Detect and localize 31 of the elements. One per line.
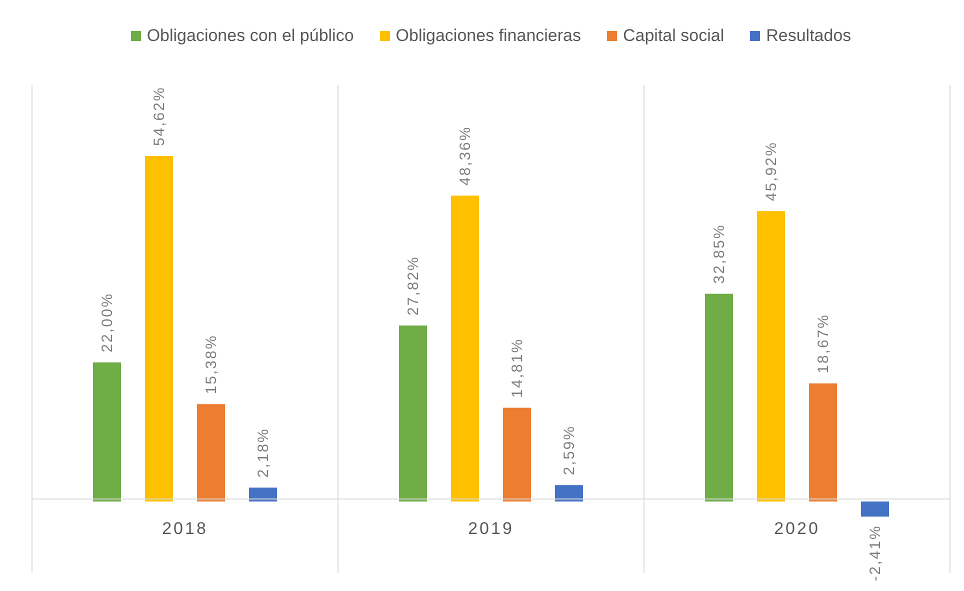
data-label: 54,62% xyxy=(151,86,168,146)
bar xyxy=(809,383,837,502)
legend-label: Resultados xyxy=(765,26,852,46)
legend-label: Capital social xyxy=(622,26,724,46)
data-label: 2,18% xyxy=(255,428,272,478)
bar xyxy=(399,326,427,502)
data-label: 48,36% xyxy=(457,126,474,186)
data-label: 15,38% xyxy=(203,334,220,394)
bar xyxy=(503,408,531,502)
x-tick-label: 2020 xyxy=(774,519,820,538)
bar xyxy=(757,211,785,502)
data-label: 22,00% xyxy=(99,292,116,352)
data-label: 45,92% xyxy=(763,141,780,202)
bar xyxy=(145,156,173,502)
x-tick-label: 2018 xyxy=(162,519,208,538)
bar xyxy=(705,294,733,502)
data-label: 32,85% xyxy=(711,224,728,284)
bar xyxy=(861,501,889,517)
legend-label: Obligaciones con el público xyxy=(146,26,354,46)
bar xyxy=(555,485,583,502)
data-label: -2,41% xyxy=(867,524,884,582)
legend-label: Obligaciones financieras xyxy=(394,26,581,46)
bar xyxy=(93,362,121,502)
bar xyxy=(451,196,479,502)
x-tick-label: 2019 xyxy=(468,519,514,538)
data-label: 2,59% xyxy=(561,425,578,476)
data-label: 18,67% xyxy=(815,314,832,374)
bar xyxy=(197,404,225,502)
data-label: 27,82% xyxy=(405,256,422,316)
bar xyxy=(249,488,277,502)
data-label: 14,81% xyxy=(509,338,526,398)
